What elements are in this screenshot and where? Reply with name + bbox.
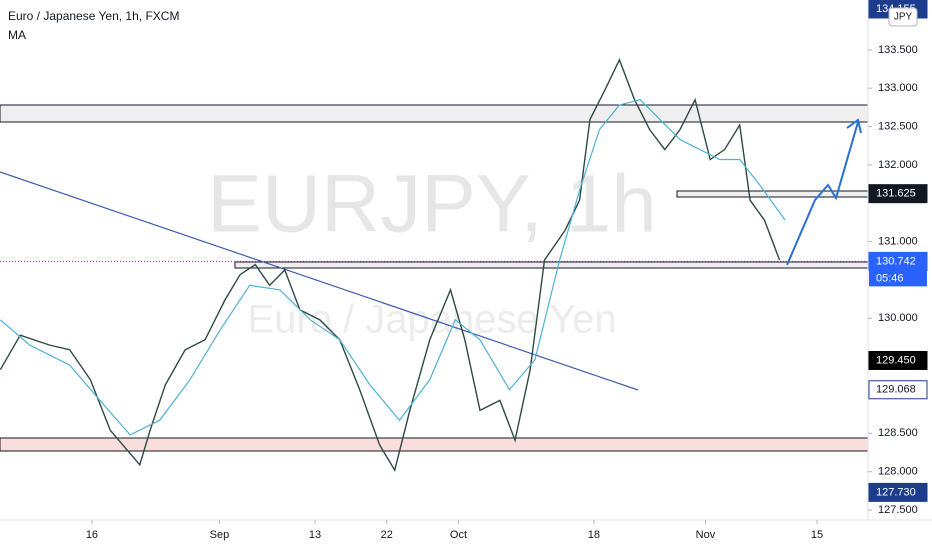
resistance-zone [0,104,869,123]
level-zone [676,190,869,198]
y-tick-label: 127.500 [878,504,918,516]
price-tag-label: 127.730 [876,486,916,498]
projection-arrow [846,118,862,134]
x-tick-label: 22 [381,529,393,541]
x-tick-label: 18 [588,529,600,541]
chart-title: Euro / Japanese Yen, 1h, FXCM [8,9,179,23]
projection-path [786,121,859,266]
y-tick-label: 132.000 [878,159,918,171]
legend-entry: MA [8,28,26,42]
y-tick-label: 128.500 [878,427,918,439]
price-tag [868,350,928,370]
x-tick-label: Nov [696,529,716,541]
y-tick-label: 133.500 [878,44,918,56]
price-tag-label: 131.625 [876,188,916,200]
price-tag [868,380,928,400]
support-zone [0,437,869,452]
currency-box [888,7,918,27]
price-tag-label: 130.742 [876,255,916,267]
x-tick-label: Sep [210,529,230,541]
price-line [0,58,781,472]
price-tag-label: 129.068 [876,384,916,396]
y-tick-label: 128.000 [878,466,918,478]
ma-line [0,99,786,436]
price-tag-label: 129.450 [876,354,916,366]
y-tick-label: 132.500 [878,120,918,132]
y-tick-label: 131.000 [878,235,918,247]
x-tick-label: 13 [309,529,321,541]
x-tick-label: 16 [86,529,98,541]
y-tick-label: 130.000 [878,312,918,324]
currency: JPY [894,12,913,23]
countdown: 05:46 [876,272,904,284]
price-tag [868,482,928,502]
x-tick-label: 15 [811,529,823,541]
y-tick-label: 133.000 [878,82,918,94]
countdown-box [869,270,927,287]
plot [0,58,868,472]
x-tick-label: Oct [450,529,467,541]
price-tag [868,184,928,204]
level-zone [234,261,869,269]
watermark: EURJPY, 1h [207,159,657,250]
